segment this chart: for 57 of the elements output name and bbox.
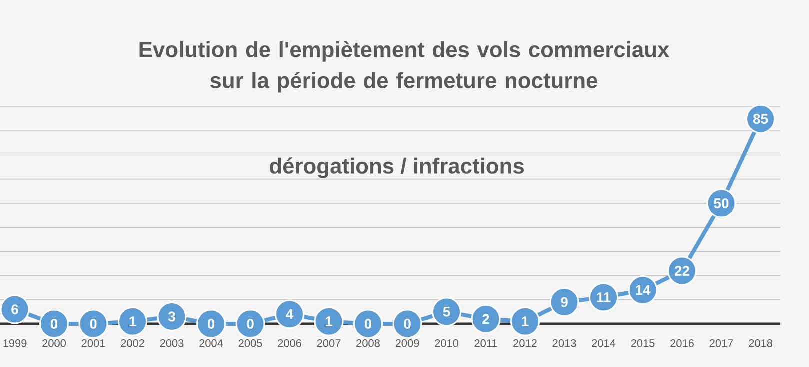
point <box>78 309 108 339</box>
x-tick-label: 2002 <box>121 340 144 348</box>
point <box>392 309 422 339</box>
x-tick-label: 2015 <box>631 340 655 348</box>
point <box>196 309 226 339</box>
data-label: 1 <box>326 316 333 326</box>
data-label: 85 <box>753 114 768 124</box>
data-label: 0 <box>247 319 254 329</box>
x-tick-label: 2014 <box>592 340 616 348</box>
point <box>118 306 148 336</box>
point <box>40 309 70 339</box>
x-tick-label: 2007 <box>317 340 341 348</box>
x-tick-label: 2000 <box>42 340 66 348</box>
data-label: 4 <box>286 310 294 320</box>
x-tick-label: 2006 <box>278 340 302 348</box>
x-tick-label: 1999 <box>4 340 27 348</box>
point <box>275 300 305 330</box>
data-label: 0 <box>50 319 58 329</box>
point <box>471 304 501 334</box>
x-tick-label: 2009 <box>396 340 420 348</box>
x-tick-label: 2003 <box>160 340 184 348</box>
point <box>0 294 30 324</box>
point <box>432 297 462 327</box>
data-label: 1 <box>522 316 529 326</box>
text: dérogations / infractions <box>270 158 524 178</box>
data-label: 22 <box>674 266 690 276</box>
data-label: 2 <box>482 314 490 324</box>
chart-title: Evolution de l'empiètement des vols commerciaux sur la période de fermeture nocturne <box>140 41 670 93</box>
x-tick-label: 2016 <box>670 340 694 348</box>
x-tick-label: 2018 <box>749 340 772 348</box>
x-tick-label: 2012 <box>514 340 537 348</box>
point <box>510 306 540 336</box>
point <box>354 309 384 339</box>
x-tick-label: 2004 <box>200 340 224 348</box>
data-label: 11 <box>597 292 611 302</box>
data-label: 14 <box>636 285 651 296</box>
x-tick-label: 2001 <box>82 340 106 348</box>
point <box>550 288 580 318</box>
point <box>157 302 187 332</box>
x-tick-label: 2013 <box>552 340 576 348</box>
point <box>236 309 266 339</box>
x-tick-label: 2010 <box>435 340 459 348</box>
x-tick-label: 2017 <box>710 340 734 348</box>
data-label: 0 <box>208 319 215 329</box>
data-label: 9 <box>561 297 568 308</box>
data-label: 0 <box>90 319 97 329</box>
data-label: 1 <box>130 316 136 326</box>
data-label: 3 <box>168 312 176 322</box>
data-label: 5 <box>443 307 450 317</box>
point <box>314 306 344 336</box>
x-tick-label: 2005 <box>238 340 262 348</box>
data-label: 6 <box>12 304 18 314</box>
data-label: 50 <box>714 198 729 208</box>
x-tick-label: 2011 <box>474 340 498 348</box>
x-tick-label: 2008 <box>356 340 380 348</box>
data-label: 0 <box>364 319 372 329</box>
data-label: 0 <box>404 319 411 329</box>
